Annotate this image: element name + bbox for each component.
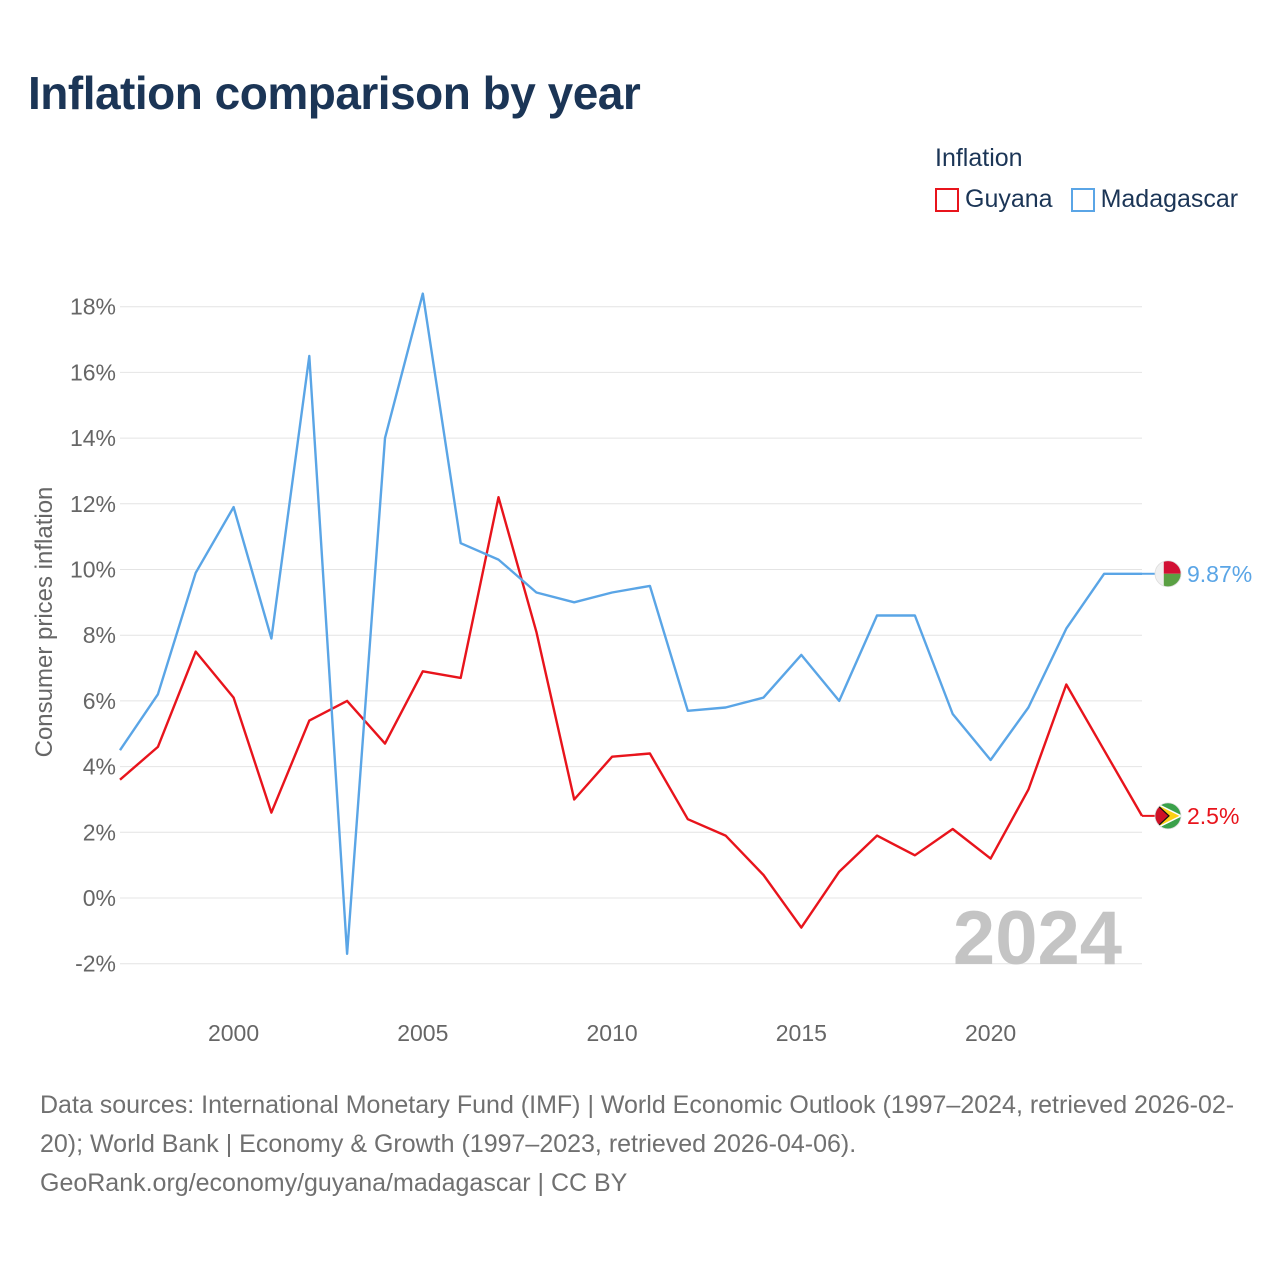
gridlines — [120, 306, 1142, 965]
y-tick-label: 6% — [83, 688, 116, 714]
end-label-madagascar: 9.87% — [1187, 561, 1252, 587]
footer-sources: Data sources: International Monetary Fun… — [40, 1091, 1235, 1158]
x-tick-label: 2020 — [965, 1020, 1016, 1046]
legend: Guyana Madagascar — [935, 185, 1256, 214]
end-markers: 2.5% 9.87% — [1142, 560, 1252, 830]
year-watermark: 2024 — [953, 896, 1122, 981]
legend-label-madagascar: Madagascar — [1100, 185, 1239, 213]
y-tick-label: 16% — [70, 359, 116, 385]
legend-item-madagascar[interactable]: Madagascar — [1070, 185, 1239, 214]
chart-title: Inflation comparison by year — [28, 67, 641, 119]
y-tick-label: -2% — [75, 951, 116, 977]
flag-guyana-icon — [1154, 802, 1182, 830]
line-chart: -2% 0% 2% 4% 6% 8% 10% 12% 14% 16% 18% 2000 2005 201… — [31, 292, 1252, 1046]
x-tick-label: 2015 — [776, 1020, 827, 1046]
y-axis-ticks: -2% 0% 2% 4% 6% 8% 10% 12% 14% 16% 18% — [70, 294, 116, 977]
y-tick-label: 12% — [70, 491, 116, 517]
y-tick-label: 0% — [83, 885, 116, 911]
end-label-guyana: 2.5% — [1187, 803, 1239, 829]
y-tick-label: 10% — [70, 557, 116, 583]
x-tick-label: 2000 — [208, 1020, 259, 1046]
y-tick-label: 4% — [83, 754, 116, 780]
series-line-madagascar — [119, 292, 1142, 955]
x-tick-label: 2010 — [586, 1020, 637, 1046]
legend-title: Inflation — [935, 144, 1023, 172]
x-axis-ticks: 2000 2005 2010 2015 2020 — [208, 1020, 1016, 1046]
footer-attribution: GeoRank.org/economy/guyana/madagascar | … — [40, 1169, 628, 1197]
y-axis-label: Consumer prices inflation — [31, 487, 58, 758]
series-line-guyana — [119, 496, 1144, 929]
x-tick-label: 2005 — [397, 1020, 448, 1046]
legend-label-guyana: Guyana — [965, 185, 1053, 213]
legend-swatch-guyana — [935, 187, 959, 212]
y-tick-label: 14% — [70, 425, 116, 451]
legend-item-guyana[interactable]: Guyana — [935, 185, 1053, 214]
y-tick-label: 8% — [83, 622, 116, 648]
series-lines — [119, 292, 1144, 955]
legend-swatch-madagascar — [1070, 187, 1095, 212]
flag-madagascar-icon — [1154, 560, 1182, 588]
footer: Data sources: International Monetary Fun… — [40, 1086, 1250, 1203]
y-tick-label: 18% — [70, 294, 116, 320]
y-tick-label: 2% — [83, 819, 116, 845]
